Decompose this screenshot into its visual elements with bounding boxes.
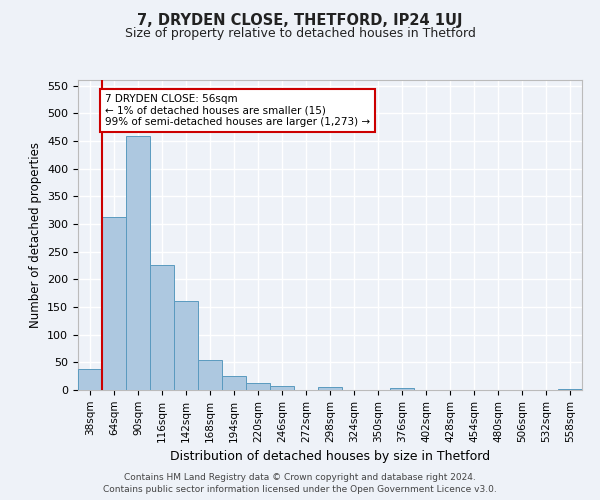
Bar	[126, 136, 150, 390]
Bar	[150, 266, 174, 390]
Bar	[222, 376, 246, 390]
Bar	[174, 302, 198, 390]
Text: 7, DRYDEN CLOSE, THETFORD, IP24 1UJ: 7, DRYDEN CLOSE, THETFORD, IP24 1UJ	[137, 12, 463, 28]
Y-axis label: Number of detached properties: Number of detached properties	[29, 142, 41, 328]
Bar	[102, 216, 126, 390]
Bar	[246, 384, 270, 390]
Bar	[198, 360, 222, 390]
Bar	[558, 389, 582, 390]
Text: Size of property relative to detached houses in Thetford: Size of property relative to detached ho…	[125, 28, 475, 40]
Bar	[78, 369, 102, 390]
Bar	[390, 388, 414, 390]
Bar	[270, 386, 294, 390]
Text: 7 DRYDEN CLOSE: 56sqm
← 1% of detached houses are smaller (15)
99% of semi-detac: 7 DRYDEN CLOSE: 56sqm ← 1% of detached h…	[105, 94, 370, 127]
Text: Contains HM Land Registry data © Crown copyright and database right 2024.: Contains HM Land Registry data © Crown c…	[124, 472, 476, 482]
Bar	[318, 387, 342, 390]
X-axis label: Distribution of detached houses by size in Thetford: Distribution of detached houses by size …	[170, 450, 490, 463]
Text: Contains public sector information licensed under the Open Government Licence v3: Contains public sector information licen…	[103, 485, 497, 494]
